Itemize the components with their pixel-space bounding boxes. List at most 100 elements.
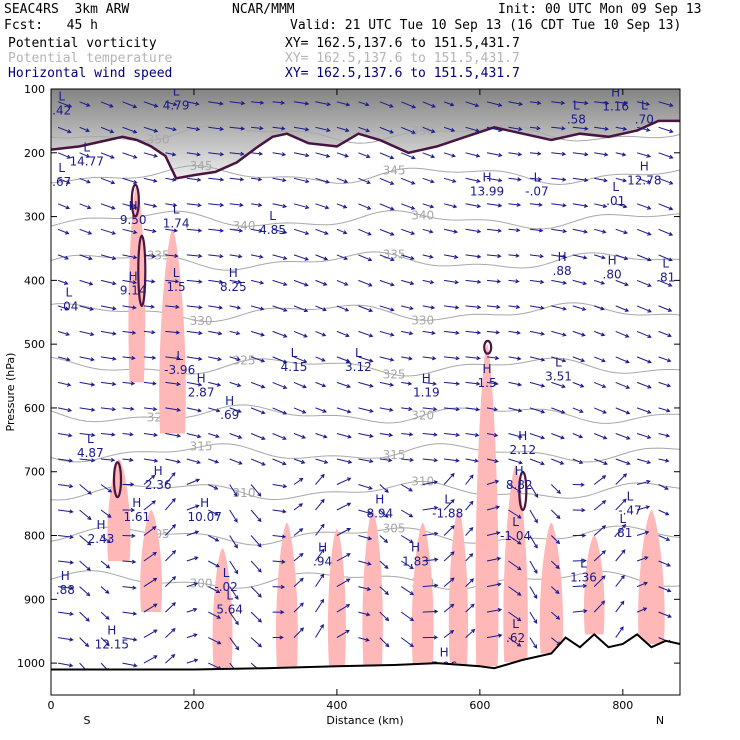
hl-type-32: L	[223, 566, 230, 580]
wind-vector-565	[594, 254, 606, 260]
wind-vector-46	[100, 101, 114, 108]
wind-vector-576	[593, 525, 607, 536]
wind-vector-443	[465, 474, 474, 485]
wind-vector-616	[636, 458, 652, 464]
hl-value-6: 8.25	[220, 280, 247, 294]
wind-vector-361	[379, 637, 390, 648]
wind-vector-421	[443, 472, 455, 485]
wind-vector-492	[508, 611, 522, 622]
wind-vector-251	[272, 635, 284, 640]
wind-vector-493	[508, 637, 522, 647]
wind-vector-338	[358, 611, 371, 617]
wind-vector-55	[100, 330, 117, 336]
wind-vector-85	[122, 507, 136, 513]
hl-value-23: -1.88	[432, 507, 463, 521]
wind-vector-641	[658, 560, 671, 567]
wind-vector-97	[143, 228, 157, 234]
wind-vector-402	[422, 557, 439, 562]
wind-vector-432	[465, 203, 482, 209]
hl-value-0: 14.77	[70, 155, 104, 169]
wind-vector-485	[508, 433, 523, 439]
wind-vector-413	[444, 279, 460, 285]
hl-type-4: H	[129, 269, 138, 283]
x-tick-label-400: 400	[326, 699, 347, 712]
wind-vector-153	[186, 478, 201, 485]
wind-vector-363	[401, 126, 416, 134]
wind-vector-84	[122, 482, 135, 487]
wind-vector-369	[401, 279, 415, 286]
wind-vector-114	[143, 655, 158, 664]
hl-type-38: H	[482, 171, 491, 185]
plot-frame	[50, 88, 681, 696]
wind-vector-93	[143, 126, 159, 133]
wind-vector-469	[486, 582, 502, 588]
wind-vector-366	[401, 203, 416, 210]
wind-vector-575	[593, 500, 607, 511]
wind-vector-516	[551, 100, 566, 105]
wind-vector-62	[100, 509, 112, 518]
hl-type-3: H	[129, 199, 138, 213]
wind-vector-3	[57, 177, 71, 184]
wind-vector-159	[186, 633, 198, 639]
wind-vector-480	[508, 304, 521, 309]
hl-value-24: -.47	[618, 503, 641, 517]
wind-vector-359	[379, 586, 389, 596]
wind-vector-518	[551, 151, 567, 156]
wind-vector-227	[250, 611, 262, 623]
wind-vector-220	[250, 433, 266, 440]
hl-type-26: L	[512, 515, 519, 529]
wind-vector-156	[186, 556, 199, 562]
wind-vector-195	[229, 381, 242, 387]
y-tick-label-900: 900	[24, 593, 45, 606]
wind-vector-611	[636, 330, 652, 338]
wind-vector-272	[293, 602, 304, 613]
wind-vector-52	[100, 254, 117, 261]
y-tick-label-1000: 1000	[17, 657, 45, 670]
wind-vector-184	[229, 100, 246, 106]
wind-vector-512	[529, 560, 538, 574]
hl-type-43: H	[608, 253, 617, 267]
wind-vector-562	[594, 177, 608, 183]
wind-vector-157	[186, 582, 199, 588]
wind-vector-141	[186, 177, 202, 182]
wind-vector-66	[100, 611, 110, 620]
wind-vector-631	[658, 305, 673, 312]
hl-type-6: H	[229, 266, 238, 280]
wind-vector-347	[379, 279, 395, 287]
wind-vector-124	[165, 330, 181, 335]
wind-vector-70	[122, 126, 138, 134]
wind-vector-457	[486, 279, 502, 284]
isentrope-label-340-1: 340	[411, 208, 434, 222]
wind-vector-640	[658, 535, 671, 541]
wind-vector-107	[143, 474, 156, 485]
hl-type-0: L	[83, 141, 90, 155]
wind-vector-628	[658, 228, 674, 236]
hl-value-5: 1.5	[167, 280, 186, 294]
wind-vector-612	[636, 356, 652, 364]
wind-vector-86	[122, 533, 136, 539]
wind-vector-581	[615, 126, 628, 131]
isentrope-330	[51, 302, 680, 323]
wind-vector-475	[508, 177, 522, 182]
wind-vector-245	[272, 484, 288, 489]
wind-vector-379	[400, 535, 414, 544]
wind-vector-113	[143, 629, 158, 639]
wind-vector-189	[229, 228, 244, 233]
hl-value-40: 12.78	[627, 174, 661, 188]
wind-vector-89	[122, 611, 138, 616]
wind-vector-527	[551, 381, 566, 389]
hl-type-15: H	[225, 394, 234, 408]
wind-vector-643	[658, 611, 672, 618]
hl-type-22: H	[375, 493, 384, 507]
wind-vector-171	[208, 356, 222, 362]
wind-vector-270	[293, 552, 304, 562]
wind-vector-538	[572, 100, 589, 106]
wind-vector-165	[208, 202, 225, 208]
hl-type-14: L	[555, 356, 562, 370]
wind-vector-553	[572, 482, 585, 487]
wind-vector-182	[208, 637, 222, 645]
wind-vector-360	[379, 611, 390, 622]
wind-vector-586	[615, 254, 629, 261]
wind-vector-29	[79, 254, 93, 261]
wind-vector-449	[465, 628, 476, 638]
